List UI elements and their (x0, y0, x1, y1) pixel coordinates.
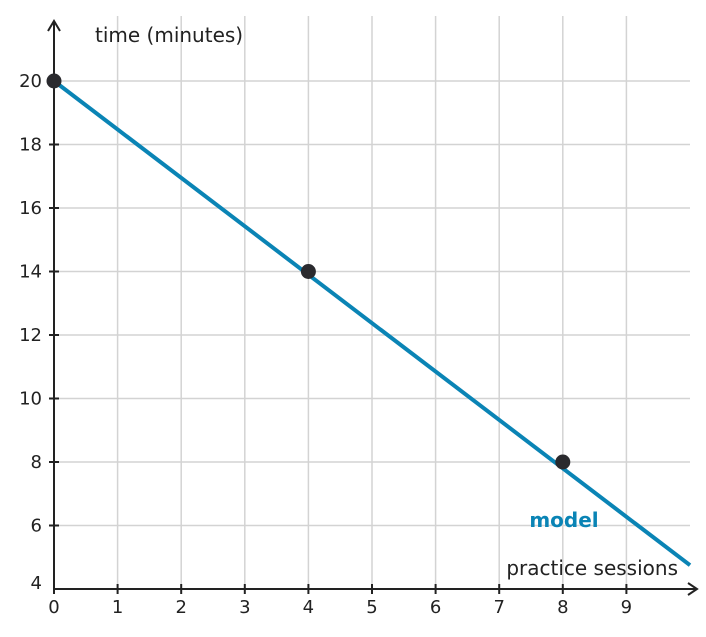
y-tick-label: 16 (19, 198, 42, 219)
x-tick-label: 9 (621, 597, 632, 618)
x-tick-label: 7 (493, 597, 504, 618)
y-tick-label: 4 (31, 573, 42, 594)
y-tick-label: 20 (19, 71, 42, 92)
y-tick-label: 12 (19, 325, 42, 346)
x-tick-label: 8 (557, 597, 568, 618)
x-tick-label: 4 (303, 597, 314, 618)
x-tick-label: 5 (366, 597, 377, 618)
series-line-model (52, 79, 692, 567)
data-point (555, 454, 571, 470)
series-label-model: model (529, 508, 598, 532)
x-tick-label: 2 (175, 597, 186, 618)
series (46, 73, 692, 567)
y-tick-label: 8 (31, 452, 42, 473)
x-axis-title: practice sessions (506, 556, 678, 580)
grid (54, 16, 690, 589)
x-axis-arrow-icon (687, 582, 699, 596)
y-tick-label: 14 (19, 262, 42, 283)
y-tick-label: 18 (19, 135, 42, 156)
x-tick-label: 3 (239, 597, 250, 618)
y-tick-label: 10 (19, 389, 42, 410)
axes (47, 19, 699, 596)
y-tick-label: 6 (31, 516, 42, 537)
data-point (300, 264, 316, 279)
y-axis-arrow-icon (47, 19, 61, 32)
data-point (46, 73, 62, 89)
x-tick-label: 6 (430, 597, 441, 618)
x-tick-label: 0 (48, 597, 59, 618)
y-axis-title: time (minutes) (95, 23, 243, 47)
x-tick-label: 1 (112, 597, 123, 618)
